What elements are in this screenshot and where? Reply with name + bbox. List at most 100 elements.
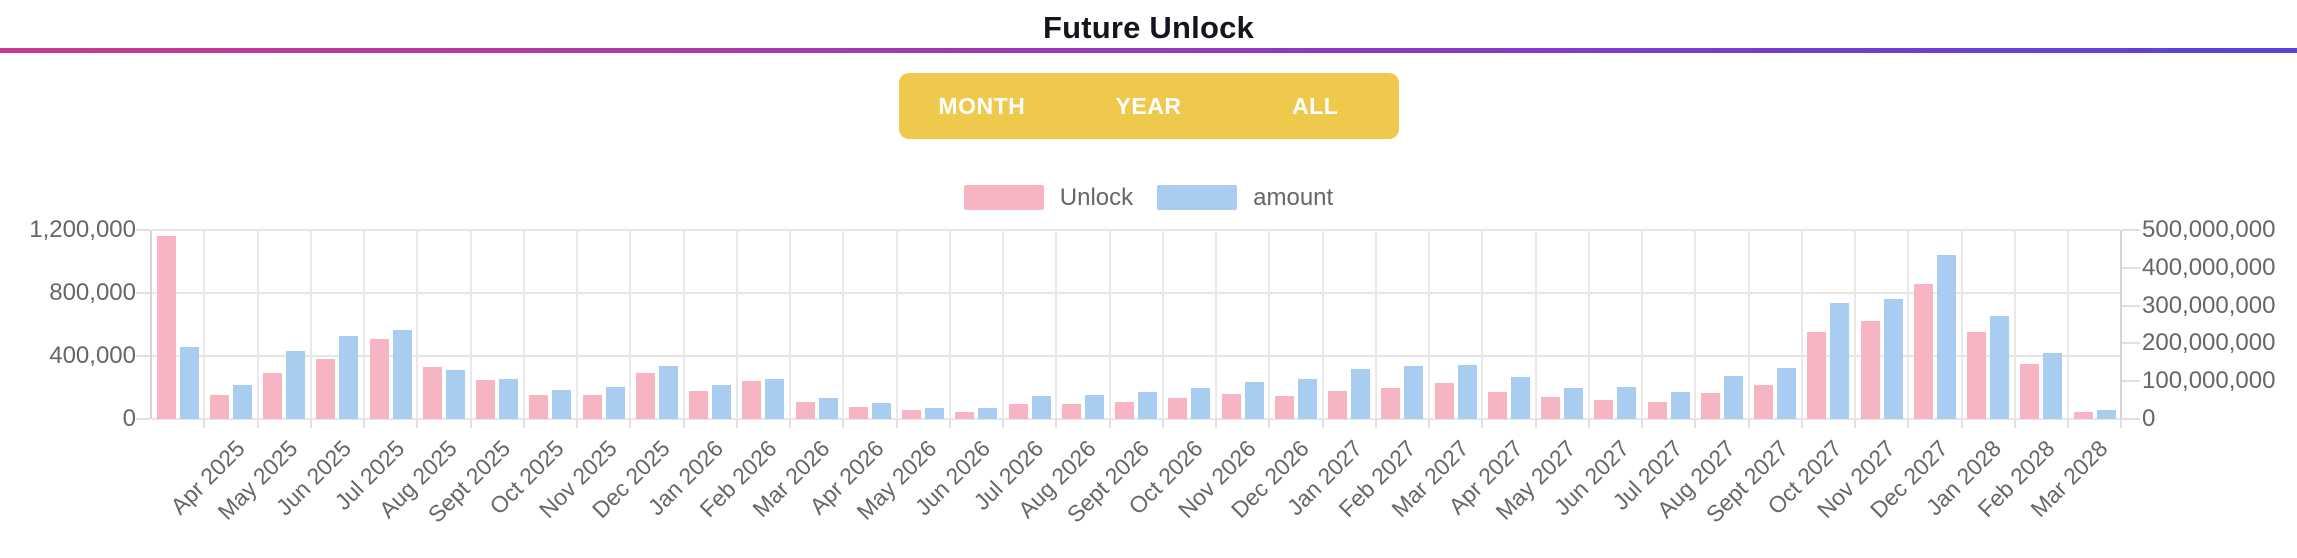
x-axis-tickmark — [1800, 419, 1803, 428]
range-button-year[interactable]: YEAR — [1065, 73, 1232, 139]
range-toggle: MONTH YEAR ALL — [898, 73, 1399, 139]
bar-amount — [605, 387, 625, 419]
bar-unlock — [1860, 321, 1880, 419]
gradient-divider — [0, 48, 2297, 53]
y-axis-right-tickmark — [2122, 418, 2140, 420]
bar-unlock — [263, 373, 283, 419]
y-axis-left-tick: 1,200,000 — [29, 216, 136, 243]
bar-unlock — [848, 407, 868, 419]
bar-unlock — [1221, 394, 1241, 419]
bar-amount — [1351, 369, 1371, 419]
category-cell: Feb 2026 — [695, 230, 791, 522]
legend-item-amount[interactable]: amount — [1157, 184, 1333, 212]
bar-amount — [286, 351, 306, 419]
legend-item-unlock[interactable]: Unlock — [963, 184, 1133, 212]
bar-unlock — [1487, 392, 1507, 419]
bar-amount — [1564, 388, 1584, 419]
bar-amount — [1084, 395, 1104, 419]
y-axis-left-tick: 400,000 — [49, 342, 136, 369]
bar-unlock — [1008, 404, 1028, 419]
bar-unlock — [1328, 391, 1348, 419]
x-axis-tickmark — [2013, 419, 2016, 428]
page-title: Future Unlock — [1042, 10, 1254, 45]
y-axis-right-tickmark — [2122, 266, 2140, 269]
bar-amount — [818, 398, 838, 419]
bar-unlock — [955, 412, 975, 419]
x-axis-tickmark — [522, 419, 525, 428]
bar-amount — [1457, 365, 1477, 419]
category-cell: Nov 2025 — [534, 230, 632, 523]
x-axis-tickmark — [1960, 419, 1963, 428]
x-axis-tickmark — [1428, 419, 1430, 428]
bar-amount — [925, 408, 945, 419]
bar-amount — [2096, 410, 2116, 419]
category-cell: Mar 2026 — [748, 230, 845, 522]
x-axis-tickmark — [1374, 419, 1377, 428]
bar-amount — [1297, 379, 1317, 419]
category-cell: Mar 2027 — [1387, 230, 1484, 522]
bar-unlock — [1913, 284, 1933, 419]
bar-unlock — [422, 367, 442, 419]
bar-amount — [392, 330, 412, 419]
x-axis-tickmark — [1161, 419, 1164, 428]
category-cell: Jan 2028 — [1921, 230, 2016, 520]
y-axis-right-tickmark — [2122, 342, 2140, 345]
bar-amount — [1031, 396, 1051, 419]
bar-amount — [1936, 255, 1956, 419]
category-cell: Sept 2026 — [1062, 230, 1164, 528]
bar-amount — [871, 403, 891, 419]
bar-unlock — [2020, 364, 2040, 419]
bar-amount — [1777, 368, 1797, 419]
range-button-month[interactable]: MONTH — [899, 73, 1066, 139]
category-cell: Dec 2025 — [587, 230, 685, 523]
bar-amount — [1191, 388, 1211, 419]
bar-unlock — [1061, 404, 1081, 419]
h-gridline — [152, 418, 2120, 420]
bar-amount — [445, 370, 465, 419]
bar-amount — [1244, 382, 1264, 419]
x-axis-tickmark — [789, 419, 791, 428]
y-axis-right-tickmark — [2122, 380, 2140, 383]
y-axis-right-tick: 100,000,000 — [2142, 367, 2276, 395]
x-axis-tickmark — [1215, 419, 1217, 428]
x-axis-tickmark — [682, 419, 685, 428]
x-axis-tickmark — [1108, 419, 1111, 428]
legend-swatch-unlock — [963, 185, 1044, 210]
bar-unlock — [1115, 402, 1135, 419]
bar-unlock — [635, 373, 655, 419]
bar-unlock — [689, 391, 709, 419]
bar-amount — [339, 336, 359, 419]
bar-amount — [1510, 377, 1530, 419]
category-cell: Oct 2026 — [1123, 230, 1217, 519]
y-axis-right-tick: 400,000,000 — [2142, 253, 2276, 281]
bar-amount — [978, 408, 998, 419]
category-cell: Jun 2026 — [909, 230, 1004, 520]
bar-amount — [765, 379, 785, 419]
bar-unlock — [369, 339, 389, 419]
x-axis-tickmark — [1747, 419, 1750, 428]
x-axis-tickmark — [416, 419, 419, 428]
category-cell: Feb 2027 — [1334, 230, 1430, 522]
category-cell: Aug 2027 — [1652, 230, 1750, 523]
y-axis-right-tick: 0 — [2142, 405, 2156, 432]
bar-unlock — [1541, 397, 1561, 419]
y-axis-right-tick: 200,000,000 — [2142, 329, 2276, 357]
category-cell: Oct 2027 — [1762, 230, 1856, 519]
category-cell: Apr 2025 — [165, 230, 259, 519]
bar-amount — [552, 390, 572, 419]
x-axis-tickmark — [1534, 419, 1537, 428]
h-gridline — [152, 354, 2120, 357]
category-cell: Dec 2027 — [1865, 230, 1963, 523]
bar-unlock — [1700, 393, 1720, 419]
bar-amount — [499, 379, 519, 419]
bar-chart: Apr 2025 May 2025 Jun 2025 Jul 2025 Aug 2025… — [0, 211, 2297, 548]
bar-unlock — [1434, 383, 1454, 419]
bar-unlock — [742, 381, 762, 419]
bar-amount — [1990, 316, 2010, 419]
bar-amount — [712, 385, 732, 419]
range-button-all[interactable]: ALL — [1232, 73, 1399, 139]
plot-area[interactable]: Apr 2025 May 2025 Jun 2025 Jul 2025 Aug 2025… — [150, 229, 2123, 528]
bar-unlock — [156, 236, 176, 419]
legend-swatch-amount — [1157, 185, 1238, 210]
category-cell: Feb 2028 — [1973, 230, 2069, 522]
